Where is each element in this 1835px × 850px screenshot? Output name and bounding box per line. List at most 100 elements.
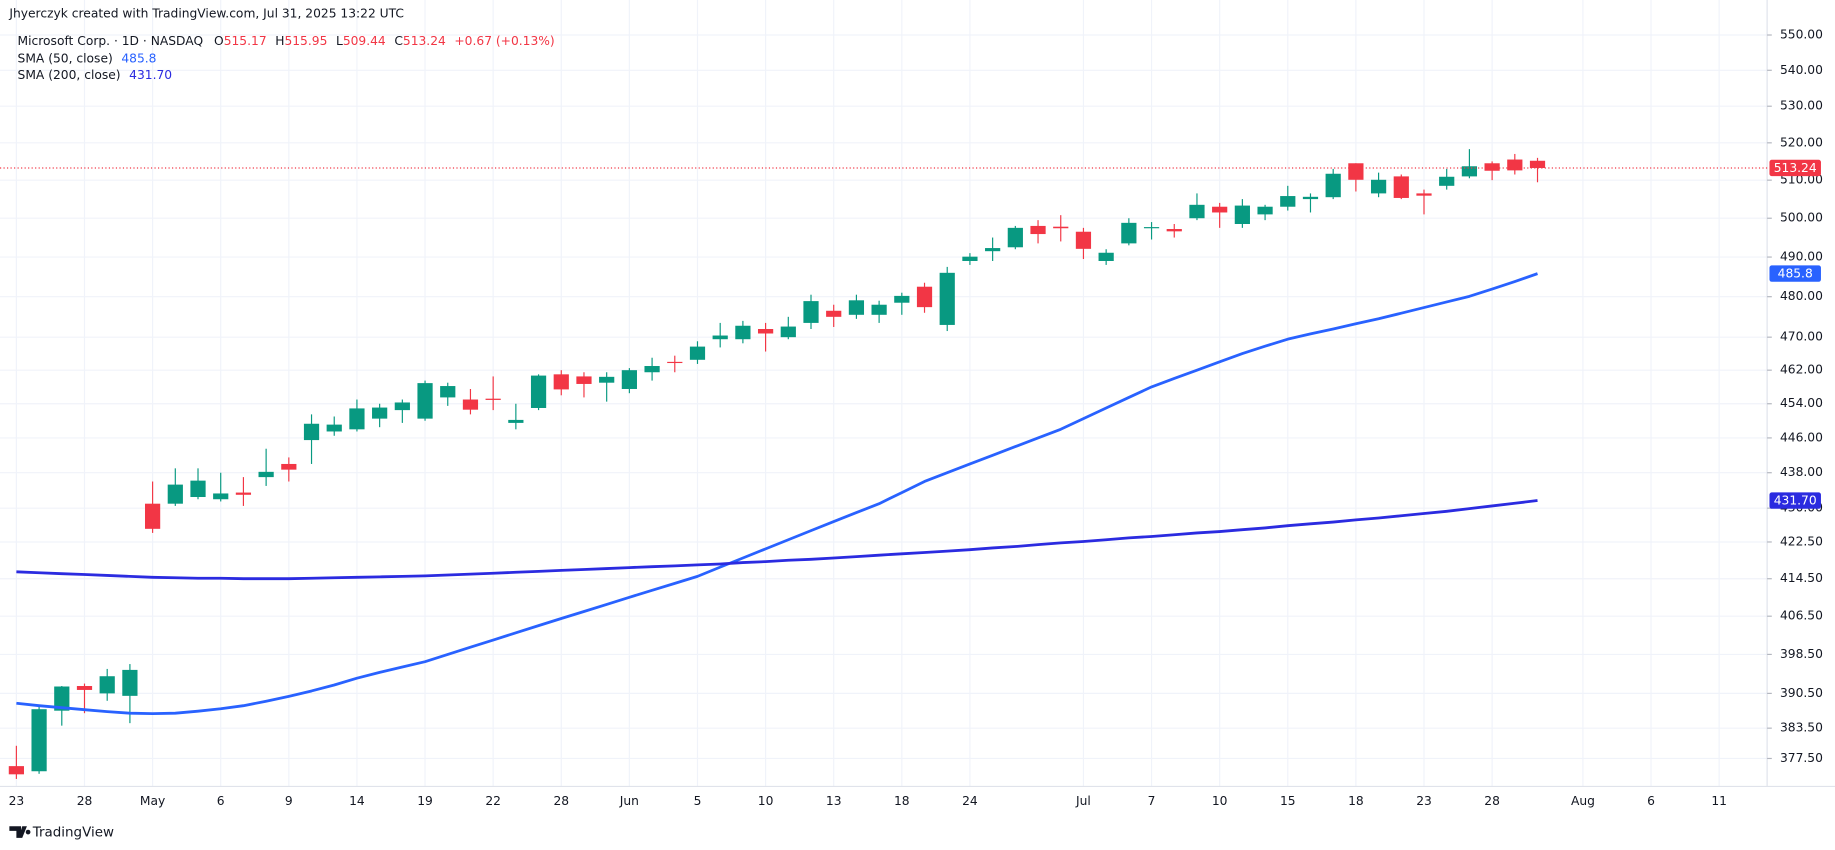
candle-body [780, 326, 796, 338]
candle-body [1189, 204, 1205, 219]
candle-body [144, 503, 161, 529]
ohlc-value: 515.95 [284, 33, 327, 47]
y-tick-label: 377.50 [1780, 751, 1823, 765]
y-tick-label: 540.00 [1780, 63, 1823, 77]
candle-body [1030, 225, 1046, 235]
candle-body [1212, 206, 1228, 213]
axes: 377.50 383.50 390.50 398.50 406.50 414.50 422.… [9, 28, 1823, 809]
x-tick-label: 13 [826, 794, 842, 808]
footer-text: TradingView [32, 826, 114, 841]
x-tick-label: 14 [349, 794, 365, 808]
legend-sma50: SMA (50, close) 485.8 [18, 51, 157, 65]
candle-body [326, 424, 342, 432]
candle-body [76, 686, 93, 690]
y-tick-label: 446.00 [1780, 430, 1823, 444]
candle-body [553, 374, 569, 390]
price-badge-label: 513.24 [1774, 161, 1817, 175]
candle-body [735, 325, 751, 340]
y-tick-label: 490.00 [1780, 250, 1823, 264]
ohlc-letter: O [214, 33, 224, 47]
candle-body [167, 484, 183, 504]
ohlc-letter: C [394, 33, 403, 47]
candle-body [394, 402, 410, 411]
candle-body [985, 248, 1001, 252]
candle-body [826, 310, 842, 317]
x-tick-label: 22 [485, 794, 501, 808]
y-tick-label: 470.00 [1780, 330, 1823, 344]
x-tick-label: 18 [1348, 794, 1364, 808]
candle-body [848, 300, 865, 315]
candle-body [54, 686, 70, 711]
candle-body [962, 256, 978, 261]
x-tick-label: 23 [1416, 794, 1432, 808]
candle-body [916, 286, 933, 308]
indicator-value: 485.8 [121, 51, 156, 65]
candle-body [190, 480, 206, 498]
y-tick-label: 480.00 [1780, 289, 1823, 303]
x-tick-label: 9 [285, 794, 293, 808]
candle-body [508, 419, 524, 423]
indicator-name: SMA (50, close) [18, 51, 113, 65]
y-tick-label: 454.00 [1780, 396, 1823, 410]
sma-line [16, 272, 1538, 716]
candle-body [417, 383, 433, 419]
y-tick-label: 414.50 [1780, 571, 1823, 585]
candle-body [1484, 163, 1500, 171]
candle-body [1098, 252, 1114, 261]
candle-body [1234, 205, 1250, 225]
candle-body [1143, 227, 1160, 229]
x-tick-label: 19 [417, 794, 433, 808]
candle-body [1393, 176, 1409, 198]
candle-body [31, 709, 47, 772]
x-tick-label: Jul [1075, 794, 1091, 808]
candle-body [1348, 163, 1364, 180]
y-tick-label: 520.00 [1780, 135, 1823, 149]
candle-body [621, 370, 637, 389]
ohlc-value: 509.44 [343, 33, 386, 47]
x-tick-label: 7 [1148, 794, 1156, 808]
price-badge [1769, 492, 1821, 509]
price-badge [1769, 159, 1821, 177]
x-tick-label: 11 [1711, 794, 1727, 808]
candle-body [372, 407, 388, 419]
y-tick-label: 438.00 [1780, 465, 1823, 479]
candle-body [689, 346, 706, 360]
candle-body [440, 386, 456, 398]
candle-body [349, 408, 365, 430]
candle-body [462, 399, 479, 410]
candle-body [803, 301, 819, 323]
candle-body [99, 676, 115, 694]
candle-body [530, 375, 547, 408]
x-tick-label: 6 [217, 794, 225, 808]
ohlc-value: 513.24 [403, 33, 446, 47]
x-tick-label: May [140, 794, 165, 808]
candle-body [8, 766, 24, 775]
candle-body [894, 295, 910, 303]
x-tick-label: Jun [619, 794, 639, 808]
ohlc-letter: H [275, 33, 284, 47]
x-tick-label: 28 [77, 794, 93, 808]
candle-body [599, 376, 615, 383]
x-tick-label: 23 [9, 794, 25, 808]
price-badge [1769, 265, 1821, 282]
candle-body [235, 492, 252, 495]
candle-body [667, 361, 683, 364]
candle-body [1280, 196, 1296, 207]
x-tick-label: 10 [758, 794, 774, 808]
candle-body [213, 493, 229, 500]
y-tick-label: 406.50 [1780, 609, 1823, 623]
candle-body [1075, 231, 1092, 249]
candle-body [303, 423, 320, 441]
candle-body [1416, 193, 1432, 196]
candle-body [1507, 159, 1523, 171]
x-tick-label: 28 [553, 794, 569, 808]
y-tick-label: 398.50 [1780, 647, 1823, 661]
change-label: +0.67 (+0.13%) [454, 33, 554, 47]
candle-body [1007, 227, 1023, 248]
candle-body [1370, 179, 1387, 194]
candle-body [1529, 160, 1546, 168]
candle-body [1166, 229, 1182, 232]
legend-sma200: SMA (200, close) 431.70 [18, 67, 173, 81]
y-tick-label: 422.50 [1780, 534, 1823, 548]
